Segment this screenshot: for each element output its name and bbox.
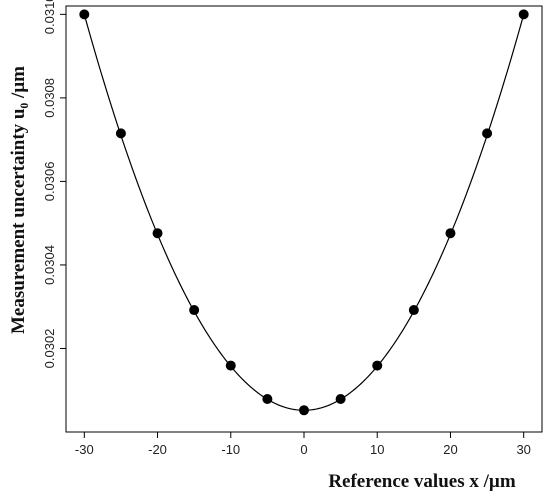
x-axis: -30 -20 -10 0 10 20 30 [75,432,531,457]
x-axis-title: Reference values x /µm [328,471,516,492]
x-tick-label: 0 [300,442,307,457]
data-point [335,394,346,405]
y-axis: 0.0302 0.0304 0.0306 0.0308 0.0310 [42,0,66,368]
x-tick-label: -20 [148,442,167,457]
plot-frame [65,5,543,433]
data-points [79,9,529,416]
fit-curve [83,14,525,411]
y-tick-label: 0.0310 [42,0,57,34]
data-point [115,128,126,139]
x-tick-label: 30 [516,442,530,457]
data-point [408,305,419,316]
data-point [189,305,200,316]
y-tick-label: 0.0308 [42,78,57,118]
data-point [518,9,529,20]
data-point [299,405,309,416]
x-tick-label: 10 [370,442,384,457]
x-tick-label: 20 [443,442,457,457]
x-tick-label: -30 [75,442,94,457]
y-axis-title: Measurement uncertainty u₀ /µm [8,66,29,334]
data-point [372,360,383,371]
data-point [225,360,236,371]
y-tick-label: 0.0304 [42,245,57,285]
y-tick-label: 0.0306 [42,162,57,202]
data-point [152,228,163,239]
y-tick-label: 0.0302 [42,329,57,369]
data-point [445,228,456,239]
data-point [79,9,90,20]
x-tick-label: -10 [221,442,240,457]
data-point [482,128,493,139]
data-point [262,394,273,405]
